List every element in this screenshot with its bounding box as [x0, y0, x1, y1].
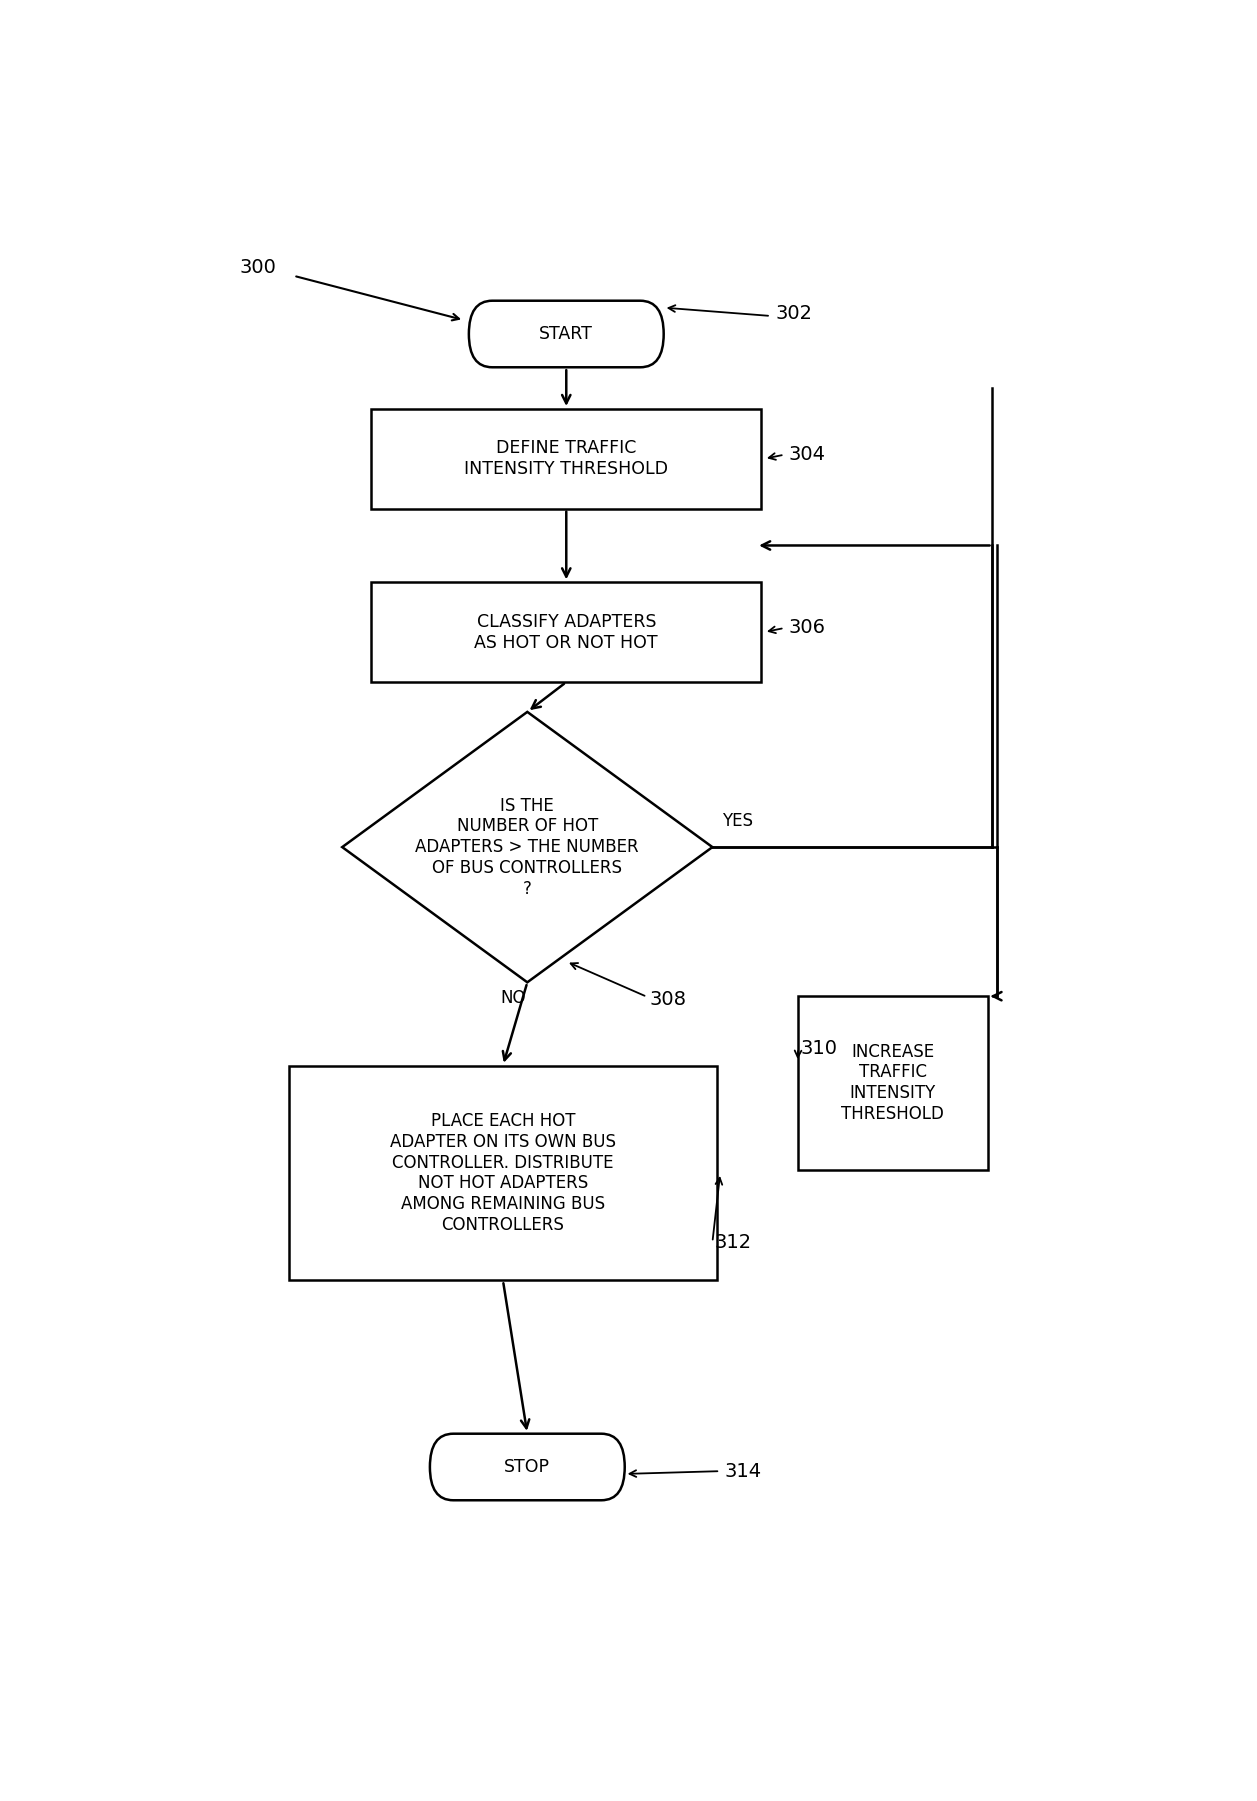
Text: 314: 314	[724, 1462, 762, 1480]
Bar	[798, 996, 988, 1169]
Text: DEFINE TRAFFIC
INTENSITY THRESHOLD: DEFINE TRAFFIC INTENSITY THRESHOLD	[464, 439, 669, 479]
Text: YES: YES	[723, 812, 753, 830]
Text: 302: 302	[776, 304, 813, 322]
Text: STOP: STOP	[504, 1459, 551, 1477]
FancyBboxPatch shape	[469, 301, 664, 367]
Text: PLACE EACH HOT
ADAPTER ON ITS OWN BUS
CONTROLLER. DISTRIBUTE
NOT HOT ADAPTERS
AM: PLACE EACH HOT ADAPTER ON ITS OWN BUS CO…	[390, 1111, 616, 1234]
Text: 312: 312	[714, 1234, 752, 1252]
Text: 304: 304	[788, 445, 826, 465]
Text: NO: NO	[500, 989, 525, 1007]
Text: 306: 306	[788, 618, 826, 638]
Text: 310: 310	[801, 1039, 837, 1057]
Bar	[372, 409, 760, 508]
FancyBboxPatch shape	[430, 1434, 625, 1500]
Text: START: START	[539, 324, 593, 342]
Text: CLASSIFY ADAPTERS
AS HOT OR NOT HOT: CLASSIFY ADAPTERS AS HOT OR NOT HOT	[474, 612, 659, 652]
Text: IS THE
NUMBER OF HOT
ADAPTERS > THE NUMBER
OF BUS CONTROLLERS
?: IS THE NUMBER OF HOT ADAPTERS > THE NUMB…	[416, 796, 639, 897]
Text: INCREASE
TRAFFIC
INTENSITY
THRESHOLD: INCREASE TRAFFIC INTENSITY THRESHOLD	[841, 1043, 944, 1124]
Bar	[372, 582, 760, 683]
Text: 300: 300	[240, 258, 277, 277]
Bar	[289, 1066, 718, 1281]
Text: 308: 308	[649, 991, 686, 1009]
Polygon shape	[342, 711, 713, 982]
